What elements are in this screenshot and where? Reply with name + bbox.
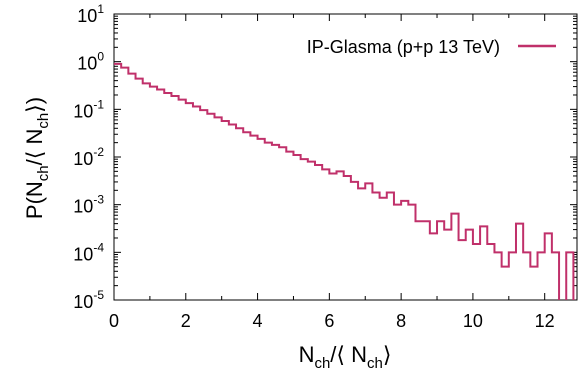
legend-entry-label: IP-Glasma (p+p 13 TeV) — [307, 37, 500, 57]
y-tick-label-exponent: -5 — [93, 288, 104, 302]
x-tick-label: 4 — [253, 311, 263, 331]
x-tick-label: 12 — [535, 311, 555, 331]
y-tick-label-base: 10 — [73, 101, 93, 121]
y-axis-title-base: P(N — [22, 181, 47, 219]
x-axis-title-mid: /⟨ N — [330, 342, 367, 367]
x-axis-title-base: N — [299, 342, 315, 367]
y-tick-label: 10-2 — [73, 145, 104, 169]
y-axis-title: P(Nch/⟨ Nch⟩) — [22, 97, 52, 219]
y-tick-label-exponent: 0 — [97, 50, 104, 64]
y-tick-label-exponent: 1 — [97, 2, 104, 16]
x-axis-title-sub2: ch — [367, 355, 383, 371]
legend: IP-Glasma (p+p 13 TeV) — [307, 37, 556, 57]
y-tick-label: 10-4 — [73, 240, 104, 264]
y-tick-label-base: 10 — [73, 197, 93, 217]
y-tick-label-base: 10 — [73, 292, 93, 312]
x-tick-label: 6 — [324, 311, 334, 331]
y-axis-title-sub2: ch — [35, 113, 52, 129]
x-axis-title: Nch/⟨ Nch⟩ — [299, 342, 392, 371]
series-layer — [114, 62, 575, 300]
y-tick-label-exponent: -1 — [93, 97, 104, 111]
y-tick-label: 100 — [77, 50, 104, 74]
x-ticks: 0 2 4 6 8 10 12 — [109, 14, 555, 331]
y-tick-label-base: 10 — [77, 54, 97, 74]
x-axis-title-end: ⟩ — [383, 342, 392, 367]
y-tick-label-exponent: -4 — [93, 240, 104, 254]
y-tick-label: 101 — [77, 2, 104, 26]
y-tick-label: 10-1 — [73, 97, 104, 121]
x-tick-label: 10 — [463, 311, 483, 331]
y-tick-label-exponent: -3 — [93, 193, 104, 207]
x-tick-label: 2 — [181, 311, 191, 331]
y-axis-title-mid: /⟨ N — [22, 129, 47, 166]
series-line — [114, 62, 575, 300]
x-axis-title-sub1: ch — [314, 355, 330, 371]
y-tick-label-base: 10 — [73, 244, 93, 264]
x-tick-label: 8 — [396, 311, 406, 331]
x-tick-label: 0 — [109, 311, 119, 331]
y-tick-label: 10-3 — [73, 193, 104, 217]
y-axis-title-end: ⟩) — [22, 97, 47, 113]
y-tick-label: 10-5 — [73, 288, 104, 312]
y-tick-label-base: 10 — [73, 149, 93, 169]
y-axis-title-sub1: ch — [35, 165, 52, 181]
y-tick-label-base: 10 — [77, 6, 97, 26]
y-tick-label-exponent: -2 — [93, 145, 104, 159]
